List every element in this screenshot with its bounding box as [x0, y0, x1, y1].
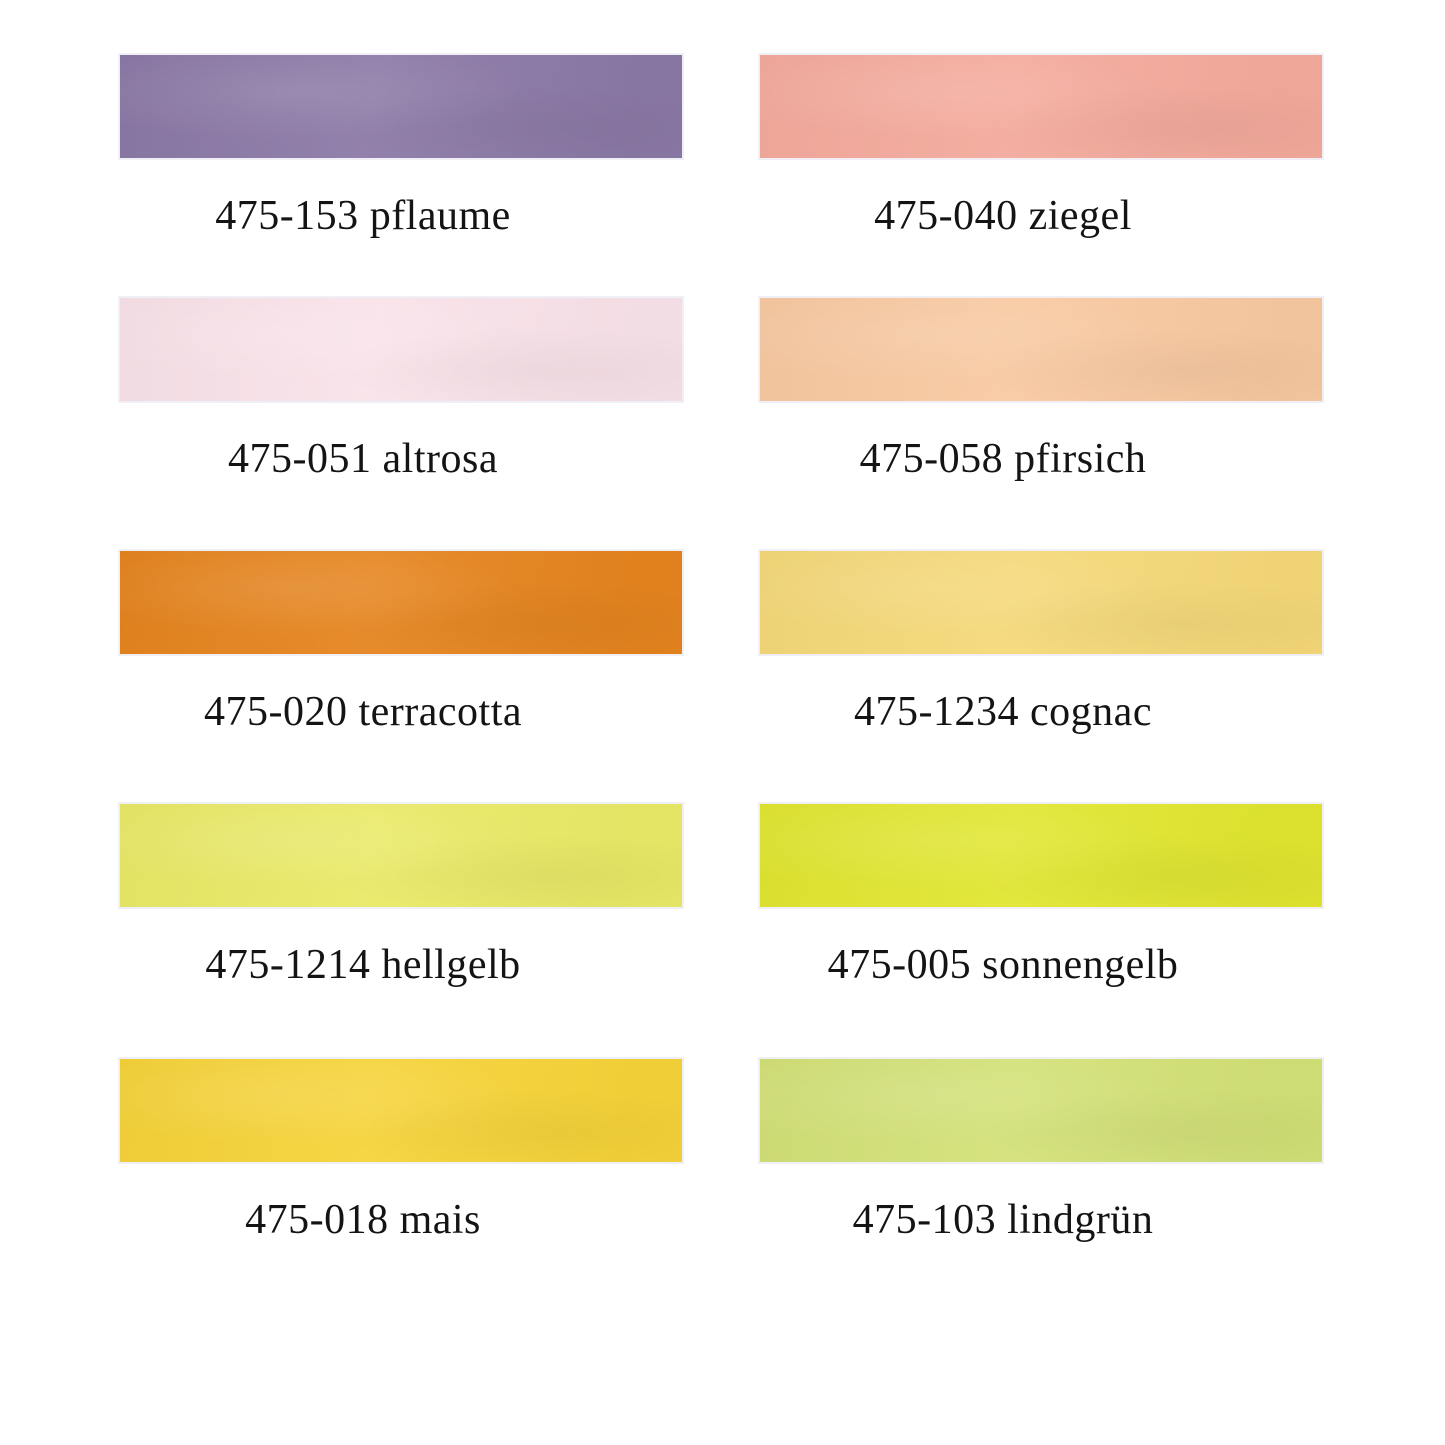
color-swatch [760, 298, 1322, 401]
swatch-code: 475-040 [874, 193, 1018, 239]
swatch-code: 475-018 [245, 1197, 389, 1243]
swatch-code: 475-051 [228, 436, 372, 482]
swatch-code: 475-1234 [854, 689, 1020, 735]
swatch-name: lindgrün [1007, 1197, 1154, 1243]
swatch-label: 475-040 ziegel [722, 191, 1284, 241]
swatch-code: 475-058 [859, 436, 1004, 482]
swatch-name: altrosa [382, 436, 498, 482]
swatch-code: 475-153 [215, 193, 359, 239]
swatch-name: pflaume [369, 193, 511, 239]
swatch-cell: 475-040 ziegel [760, 55, 1322, 241]
swatch-name: terracotta [358, 689, 523, 735]
swatch-label: 475-018 mais [82, 1195, 644, 1245]
swatch-label: 475-103 lindgrün [722, 1195, 1284, 1245]
swatch-name: ziegel [1028, 193, 1132, 239]
swatch-label: 475-051 altrosa [82, 434, 644, 484]
swatch-label: 475-1234 cognac [722, 687, 1284, 737]
swatch-cell: 475-1214 hellgelb [120, 804, 682, 990]
swatch-cell: 475-153 pflaume [120, 55, 682, 241]
swatch-code: 475-005 [827, 942, 972, 988]
swatch-label: 475-058 pfirsich [722, 434, 1284, 484]
color-swatch [120, 551, 682, 654]
swatch-name: pfirsich [1014, 436, 1147, 482]
color-swatch [120, 298, 682, 401]
swatch-cell: 475-103 lindgrün [760, 1059, 1322, 1245]
swatch-code: 475-020 [203, 689, 348, 735]
swatch-cell: 475-058 pfirsich [760, 298, 1322, 484]
color-swatch [760, 551, 1322, 654]
swatch-cell: 475-020 terracotta [120, 551, 682, 737]
swatch-cell: 475-1234 cognac [760, 551, 1322, 737]
swatch-cell: 475-018 mais [120, 1059, 682, 1245]
swatch-cell: 475-051 altrosa [120, 298, 682, 484]
swatch-label: 475-153 pflaume [82, 191, 644, 241]
swatch-cell: 475-005 sonnengelb [760, 804, 1322, 990]
color-swatch [120, 55, 682, 158]
swatch-name: cognac [1030, 689, 1152, 735]
swatch-name: sonnengelb [982, 942, 1179, 988]
swatch-label: 475-020 terracotta [82, 687, 644, 737]
color-swatch [120, 1059, 682, 1162]
color-swatch [760, 1059, 1322, 1162]
swatch-label: 475-005 sonnengelb [722, 940, 1284, 990]
swatch-label: 475-1214 hellgelb [82, 940, 644, 990]
color-swatch [120, 804, 682, 907]
swatch-code: 475-103 [852, 1197, 997, 1243]
color-swatch [760, 55, 1322, 158]
swatch-name: mais [399, 1197, 481, 1243]
swatch-code: 475-1214 [205, 942, 371, 988]
swatch-name: hellgelb [381, 942, 521, 988]
color-swatch [760, 804, 1322, 907]
